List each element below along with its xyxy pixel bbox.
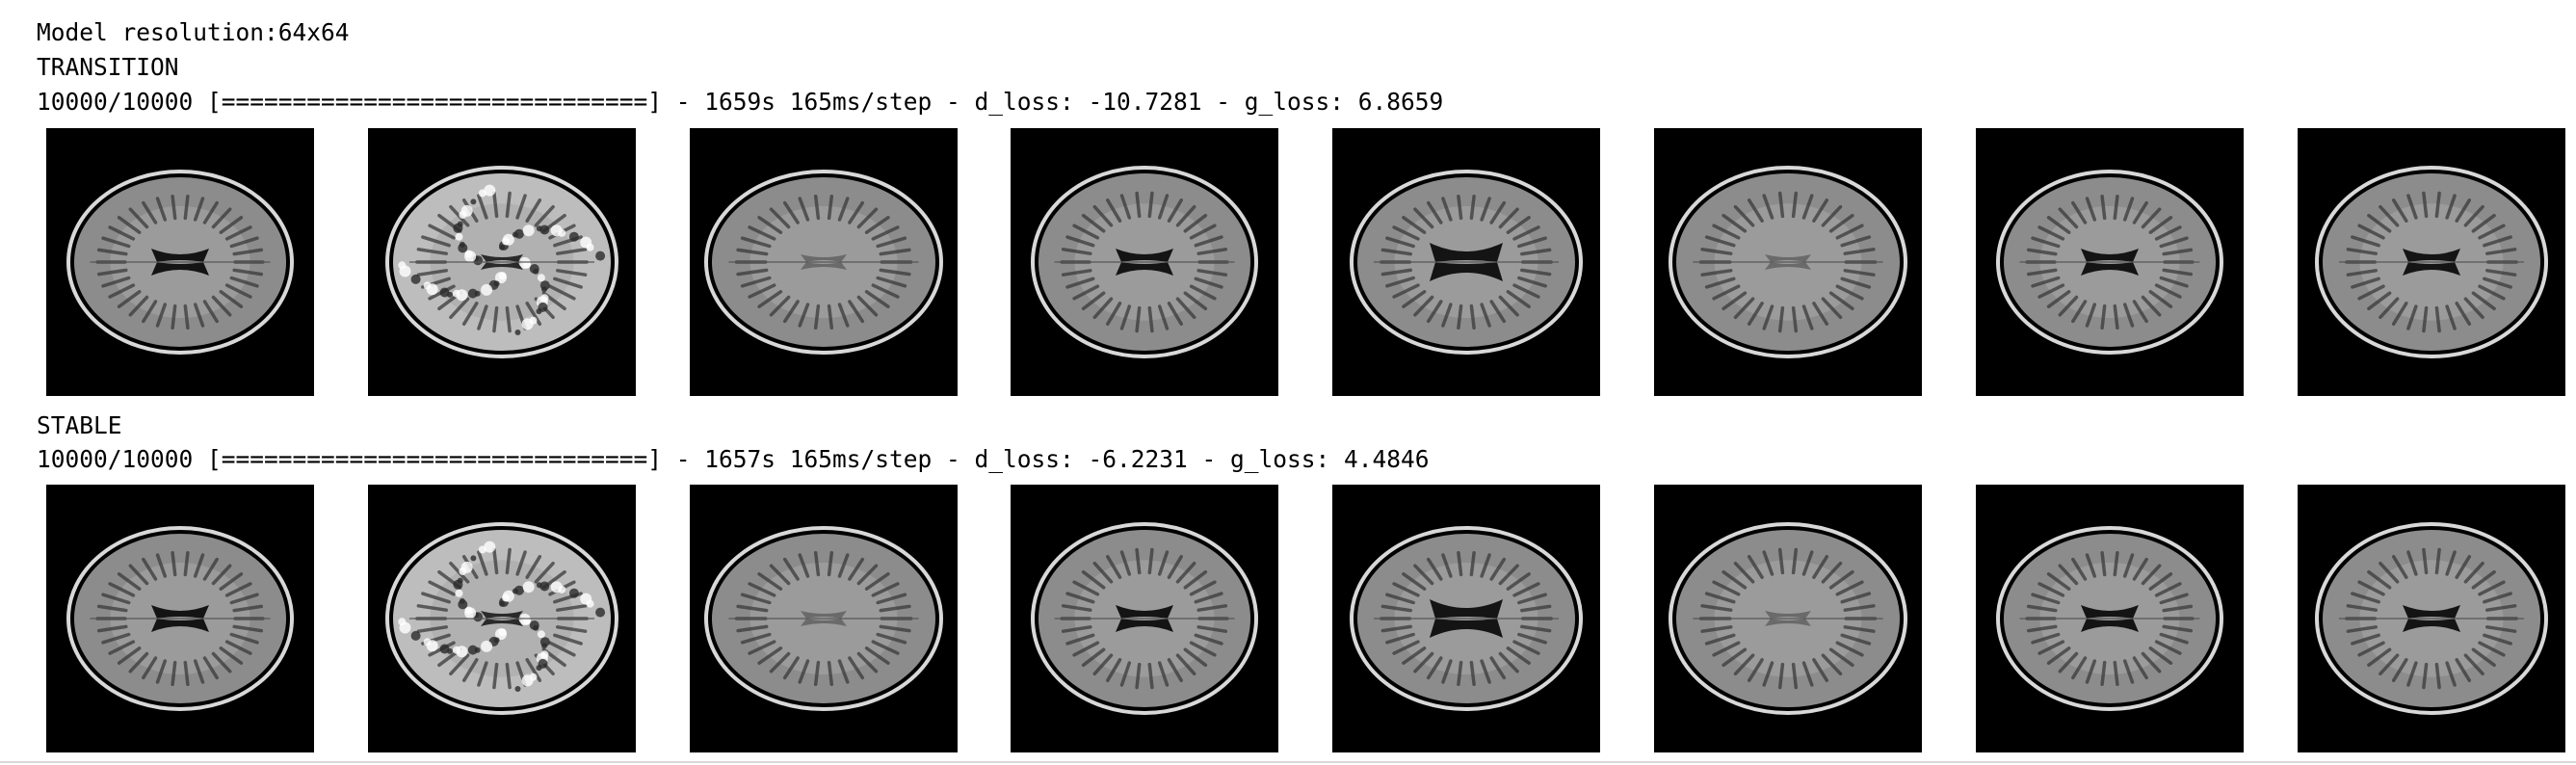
phase-label-stable: STABLE (37, 411, 122, 439)
training-progress-line-transition: 10000/10000 [===========================… (37, 88, 1444, 116)
brain-mri-slice-icon (1332, 128, 1600, 396)
brain-slice-graphic (1669, 522, 1907, 715)
generated-sample-image (46, 485, 314, 752)
brain-slice-graphic (1996, 526, 2223, 711)
brain-mri-slice-icon (1654, 128, 1922, 396)
brain-slice-graphic (1996, 170, 2223, 355)
brain-mri-slice-icon (2298, 128, 2565, 396)
model-resolution-line: Model resolution:64x64 (37, 18, 350, 46)
generated-sample-image (1976, 485, 2244, 752)
training-progress-line-stable: 10000/10000 [===========================… (37, 445, 1430, 473)
generated-samples-row-stable (46, 485, 2570, 752)
generated-samples-row-transition (46, 128, 2570, 396)
brain-mri-slice-icon (1654, 485, 1922, 752)
generated-sample-image (1654, 128, 1922, 396)
generated-sample-image (46, 128, 314, 396)
phase-label-transition: TRANSITION (37, 53, 179, 81)
brain-slice-graphic (704, 526, 943, 711)
brain-mri-slice-icon (690, 485, 958, 752)
generated-sample-image (690, 485, 958, 752)
generated-sample-image (1654, 485, 1922, 752)
generated-sample-image (1332, 128, 1600, 396)
brain-slice-graphic (1031, 166, 1258, 358)
generated-sample-image (2298, 128, 2565, 396)
brain-mri-slice-icon (46, 485, 314, 752)
brain-mri-slice-icon (1332, 485, 1600, 752)
brain-slice-graphic (66, 526, 294, 711)
generated-sample-image (1011, 485, 1278, 752)
generated-sample-image (368, 128, 636, 396)
brain-mri-slice-icon (46, 128, 314, 396)
brain-mri-slice-icon (2298, 485, 2565, 752)
cell-bottom-divider (0, 761, 2576, 763)
brain-mri-slice-icon (1976, 485, 2244, 752)
generated-sample-image (2298, 485, 2565, 752)
brain-slice-graphic (2315, 166, 2548, 358)
generated-sample-image (690, 128, 958, 396)
brain-slice-graphic (704, 170, 943, 355)
brain-mri-slice-icon (1011, 128, 1278, 396)
brain-mri-slice-icon (1976, 128, 2244, 396)
brain-slice-graphic (2315, 522, 2548, 715)
brain-slice-graphic (1031, 522, 1258, 715)
brain-mri-slice-icon (1011, 485, 1278, 752)
brain-slice-graphic (1350, 170, 1583, 355)
brain-slice-graphic (385, 522, 618, 715)
generated-sample-image (1976, 128, 2244, 396)
brain-slice-graphic (385, 166, 618, 358)
generated-sample-image (1332, 485, 1600, 752)
generated-sample-image (1011, 128, 1278, 396)
generated-sample-image (368, 485, 636, 752)
brain-slice-graphic (1669, 166, 1907, 358)
brain-slice-graphic (66, 170, 294, 355)
brain-mri-slice-icon (368, 485, 636, 752)
brain-mri-slice-icon (368, 128, 636, 396)
brain-slice-graphic (1350, 526, 1583, 711)
brain-mri-slice-icon (690, 128, 958, 396)
